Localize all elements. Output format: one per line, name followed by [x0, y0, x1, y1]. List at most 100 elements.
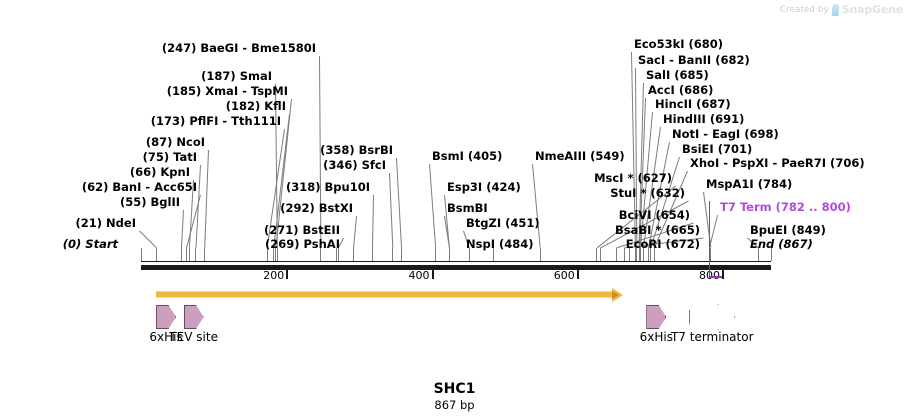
site-hairline [639, 248, 641, 261]
site-hairline [336, 248, 338, 261]
site-label-xhoi: XhoI - PspXI - PaeR7I (706) [690, 156, 865, 170]
site-label-bsabi: BsaBI * (665) [615, 223, 700, 237]
site-hairline [539, 248, 541, 261]
site-hairline [276, 248, 278, 261]
snapgene-watermark: Created by SnapGene [780, 3, 903, 16]
feature-label-t7-terminator: T7 terminator [670, 330, 754, 344]
site-label-bsmbi: BsmBI [447, 201, 488, 215]
site-label-hindiii: HindIII (691) [663, 112, 745, 126]
site-hairline [492, 248, 494, 261]
site-label-tati: (75) TatI [142, 150, 197, 164]
site-label-t7term: T7 Term (782 .. 800) [720, 200, 851, 214]
site-hairline [392, 248, 394, 261]
site-label-stui: StuI * (632) [610, 186, 685, 200]
site-hairline [634, 248, 636, 261]
site-label-bpuei: BpuEI (849) [750, 223, 826, 237]
site-hairline [770, 248, 772, 261]
site-label-smai: (187) SmaI [201, 69, 272, 83]
leader-line [139, 230, 158, 249]
leader-line [353, 215, 357, 249]
site-label-bsrbi: (358) BsrBI [320, 143, 393, 157]
site-label-msci: MscI * (627) [594, 171, 672, 185]
ruler-tick-label: 200 [263, 269, 285, 282]
site-label-xmai: (185) XmaI - TspMI [166, 84, 288, 98]
site-hairline [647, 248, 649, 261]
sequence-length: 867 bp [434, 398, 475, 412]
site-label-eco53ki: Eco53kI (680) [634, 37, 724, 51]
site-hairline [435, 248, 437, 261]
ruler-tick [286, 270, 289, 279]
site-label-bsmi: BsmI (405) [432, 149, 503, 163]
ruler-tick [576, 270, 579, 279]
t7-term-marker-horizontal [708, 276, 723, 278]
site-label-bpu10i: (318) Bpu10I [286, 180, 370, 194]
feature-arrow-t7-terminator[interactable] [689, 304, 736, 330]
site-label-noti: NotI - EagI (698) [672, 127, 779, 141]
site-label-mspa1i: MspA1I (784) [706, 177, 793, 191]
leader-line [389, 172, 394, 249]
site-hairline [638, 248, 640, 261]
ruler-tick [431, 270, 434, 279]
site-label-pflfi: (173) PflFI - Tth111I [150, 114, 281, 128]
site-hairline [636, 248, 638, 261]
site-hairline [141, 248, 142, 261]
site-hairline [650, 248, 652, 261]
site-label-ndei: (21) NdeI [75, 216, 136, 230]
site-hairline [180, 248, 182, 261]
watermark-brand: SnapGene [841, 3, 903, 16]
site-label-ncoi: (87) NcoI [145, 135, 205, 149]
site-hairline [275, 248, 277, 261]
site-label-start: (0) Start [62, 237, 118, 251]
site-hairline [320, 248, 322, 261]
site-hairline [448, 248, 450, 261]
site-label-bglii: (55) BglII [119, 195, 180, 209]
site-label-bsteii: (271) BstEII [263, 223, 340, 237]
leader-line [371, 194, 374, 248]
site-hairline [266, 248, 268, 261]
feature-label-his6-left: 6xHis [149, 330, 183, 344]
site-label-acci: AccI (686) [648, 83, 714, 97]
feature-arrow-his6-right[interactable] [646, 305, 667, 329]
site-hairline [757, 248, 759, 261]
orf-arrow-head-inner [612, 291, 620, 299]
site-hairline [629, 248, 631, 261]
site-hairline [468, 248, 470, 261]
site-label-kpni: (66) KpnI [129, 165, 190, 179]
site-hairline [596, 248, 598, 261]
leader-line [429, 163, 437, 249]
feature-arrow-tev-site[interactable] [183, 305, 204, 329]
ruler-tick-label: 400 [408, 269, 430, 282]
site-hairline [156, 248, 158, 261]
site-label-saci: SacI - BanII (682) [638, 53, 750, 67]
site-hairline [710, 248, 712, 261]
site-hairline [639, 248, 641, 261]
site-label-pshai: (269) PshAI [265, 237, 340, 251]
site-label-sali: SalI (685) [646, 68, 709, 82]
leader-line [180, 209, 184, 249]
site-label-bsiei: BsiEI (701) [682, 142, 753, 156]
site-label-nmeaiii: NmeAIII (549) [535, 149, 625, 163]
site-label-baegi: (247) BaeGI - Bme1580I [161, 41, 316, 55]
t7-term-marker-vertical [708, 201, 711, 277]
ruler-baseline [141, 261, 771, 262]
site-hairline [616, 248, 617, 261]
site-label-kfli: (182) KflI [225, 99, 286, 113]
ruler-tick-label: 600 [553, 269, 575, 282]
orf-arrow [155, 291, 613, 298]
feature-arrow-his6-left[interactable] [156, 305, 177, 329]
site-hairline [600, 248, 602, 261]
snapgene-logo-icon [831, 3, 840, 16]
site-hairline [188, 248, 190, 261]
site-label-hincii: HincII (687) [655, 97, 731, 111]
site-hairline [273, 248, 275, 261]
site-label-esp3i: Esp3I (424) [447, 180, 521, 194]
feature-label-tev-site: TEV site [169, 330, 218, 344]
site-label-ecori: EcoRI (672) [625, 237, 700, 251]
site-label-bcivi: BciVI (654) [618, 208, 690, 222]
page-title: SHC1 [433, 381, 476, 397]
ruler-tick [722, 270, 725, 279]
site-hairline [195, 248, 197, 261]
site-hairline [353, 248, 355, 261]
site-label-bani: (62) BanI - Acc65I [81, 180, 197, 194]
